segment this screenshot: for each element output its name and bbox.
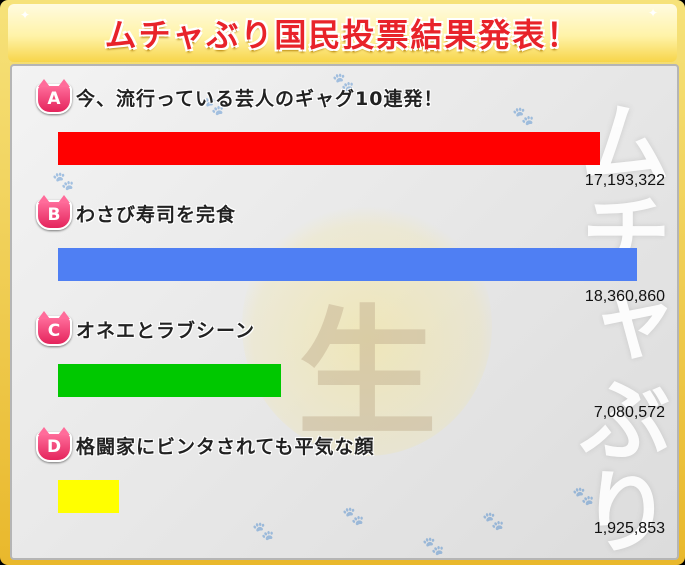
paw-icon: 🐾 [202, 96, 225, 117]
vote-bar [58, 132, 600, 165]
option-letter-badge: D [36, 427, 72, 462]
option-label: わさび寿司を完食 [76, 204, 237, 226]
paw-icon: 🐾 [572, 486, 595, 507]
title-banner: ムチャぶり国民投票結果発表！ ✦ ✦ [8, 4, 677, 62]
results-panel: 生 ムチャぶり 🐾 🐾 🐾 🐾 🐾 🐾 🐾 🐾 🐾 A 今、流行っている芸人のギャ… [10, 64, 679, 560]
vote-bar [58, 480, 119, 513]
paw-icon: 🐾 [342, 506, 365, 527]
option-letter-badge: B [36, 195, 72, 230]
vote-bar [58, 364, 281, 397]
sparkle-icon: ✦ [20, 8, 31, 22]
sparkle-icon: ✦ [648, 6, 659, 20]
side-decoration-text: ムチャぶり [564, 96, 671, 556]
watermark-text: 生 [297, 293, 438, 456]
option-label: 今、流行っている芸人のギャグ10連発！ [76, 88, 444, 110]
option-letter-badge: C [36, 311, 72, 346]
option-letter-badge: A [36, 79, 72, 114]
paw-icon: 🐾 [482, 511, 505, 532]
vote-bar [58, 248, 637, 281]
page-title: ムチャぶり国民投票結果発表！ [104, 16, 581, 54]
vote-count: 17,193,322 [584, 172, 665, 189]
paw-icon: 🐾 [422, 536, 445, 557]
paw-icon: 🐾 [512, 106, 535, 127]
paw-icon: 🐾 [332, 72, 355, 93]
vote-count: 7,080,572 [593, 404, 665, 421]
vote-count: 1,925,853 [593, 520, 665, 537]
cat-watermark-icon [242, 196, 492, 456]
option-label: オネエとラブシーン [76, 320, 256, 342]
paw-icon: 🐾 [252, 521, 275, 542]
vote-count: 18,360,860 [584, 288, 665, 305]
option-label: 格闘家にビンタされても平気な顔 [76, 436, 375, 458]
paw-icon: 🐾 [52, 171, 75, 192]
